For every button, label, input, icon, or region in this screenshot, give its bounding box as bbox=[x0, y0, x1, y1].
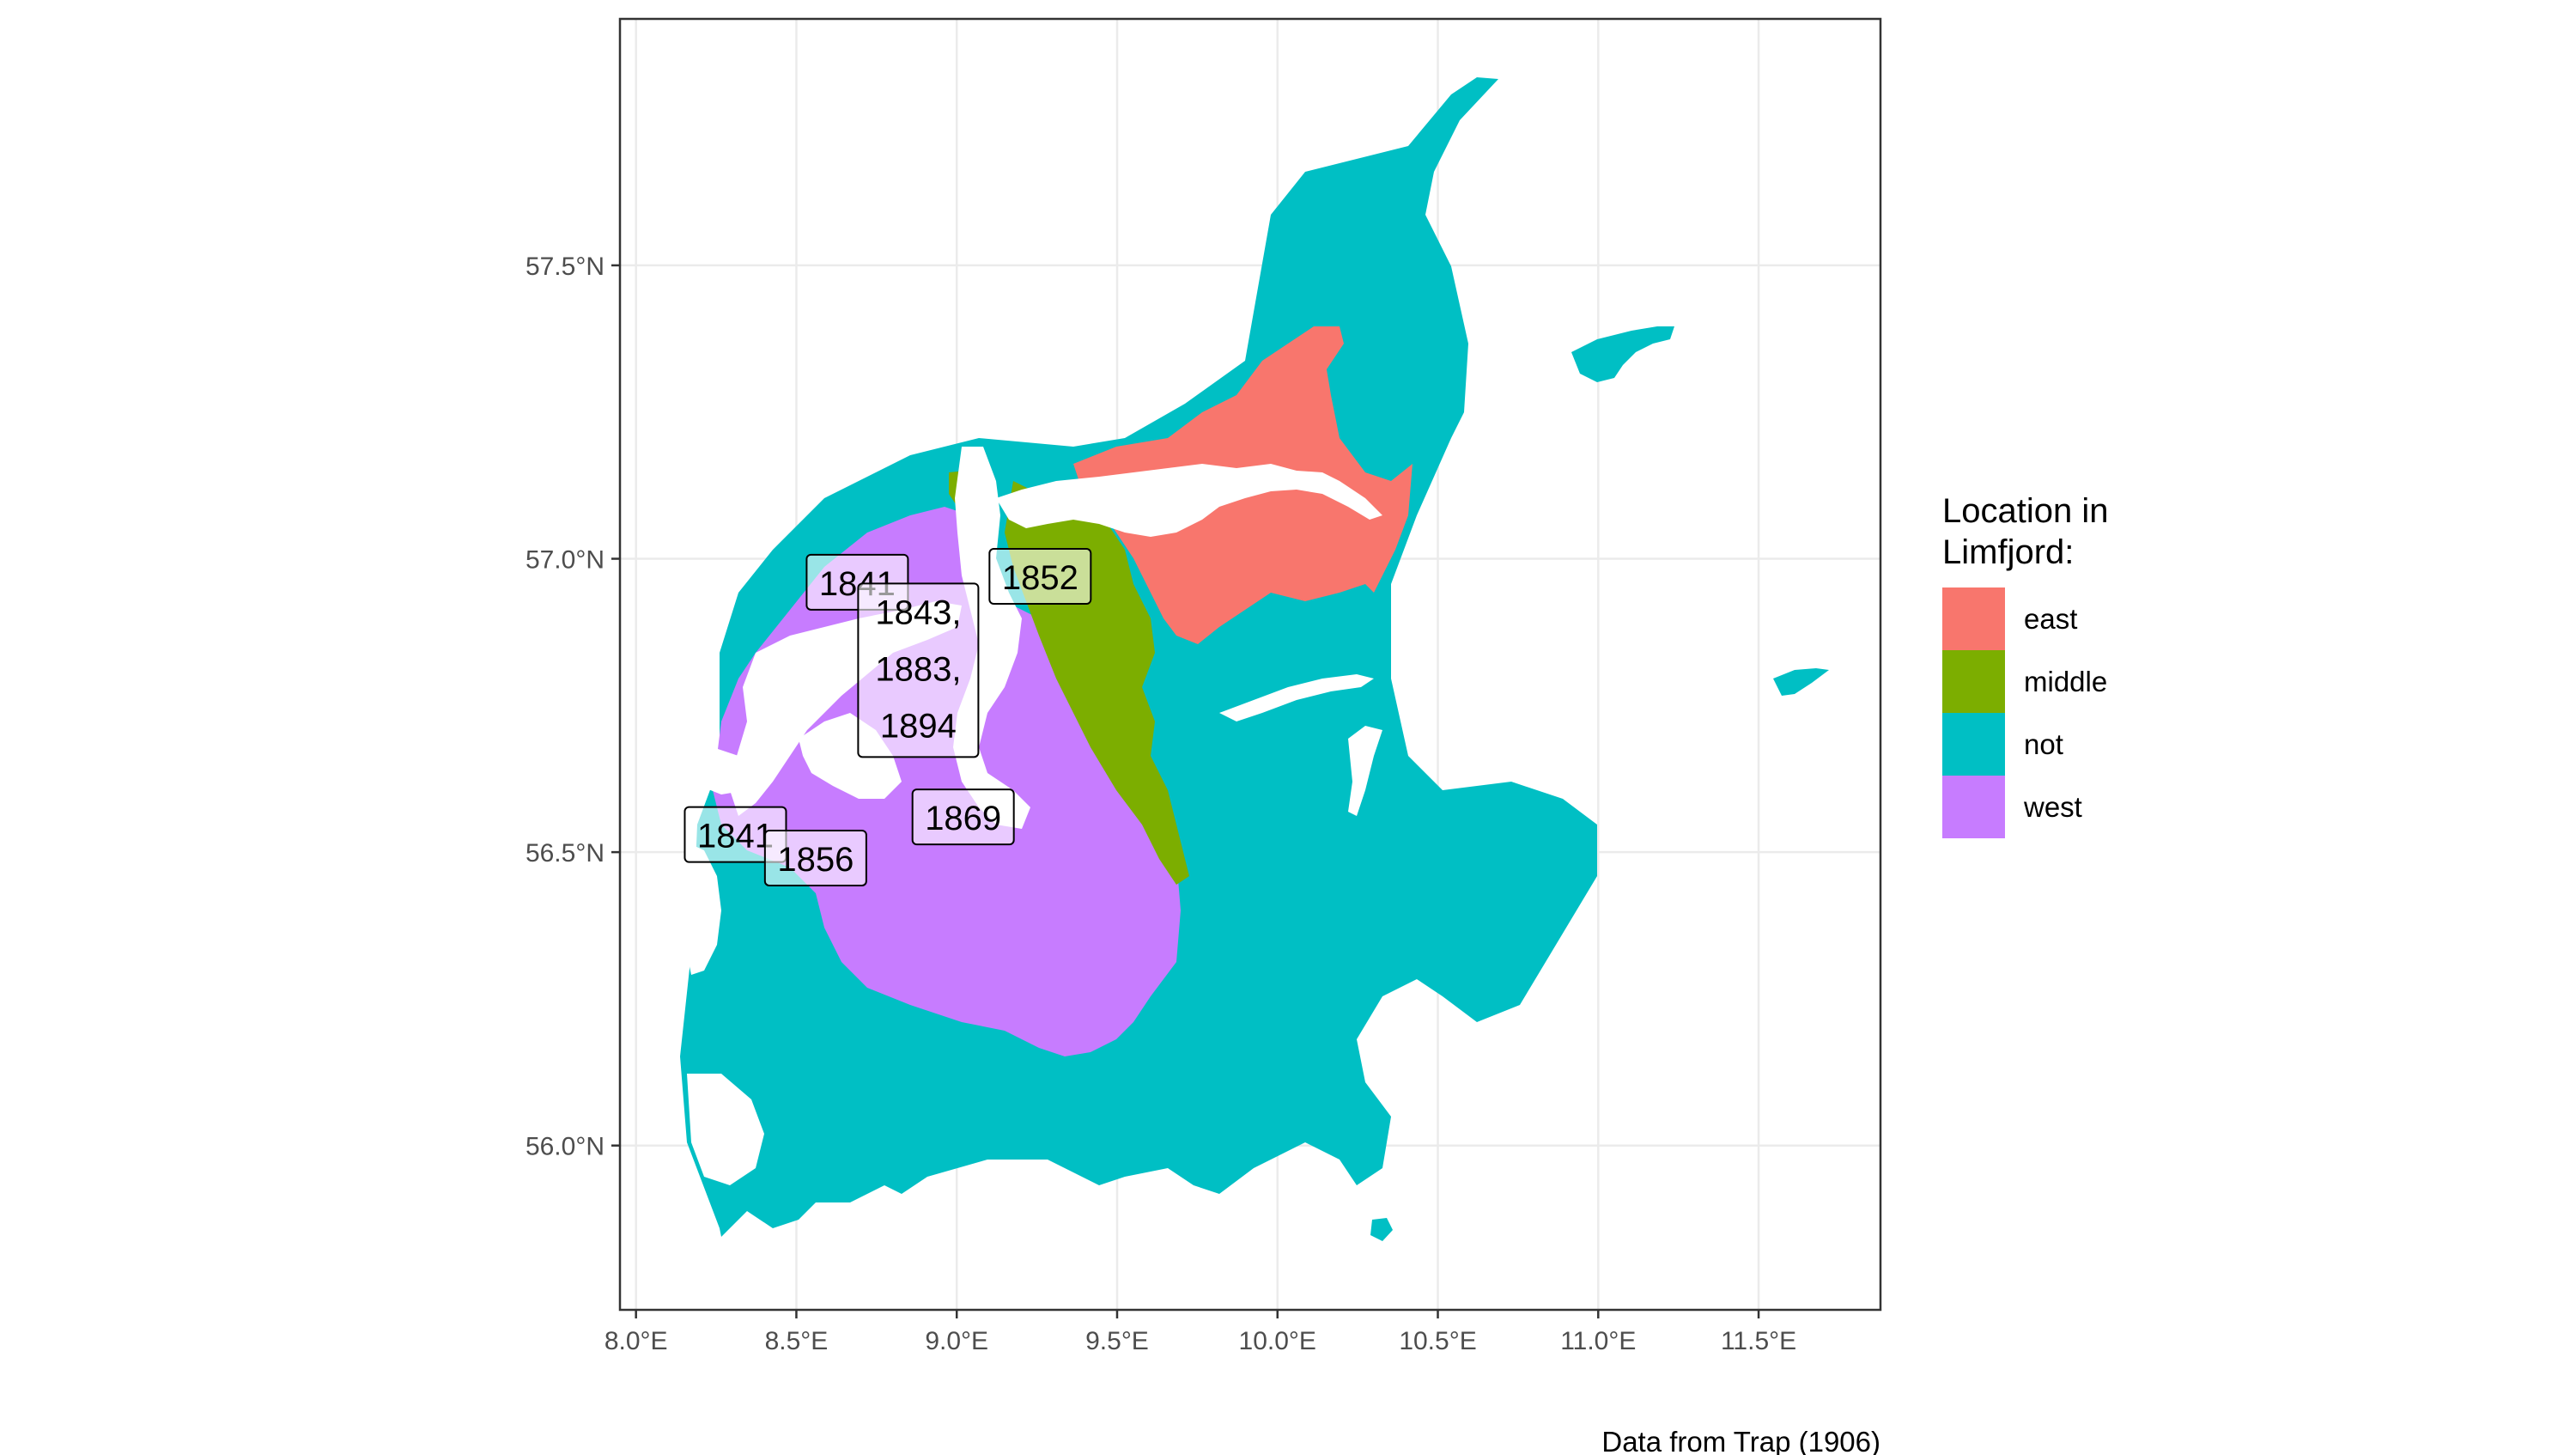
legend-title-line1: Location in bbox=[1942, 492, 2108, 530]
randers-fjord bbox=[1348, 726, 1382, 816]
legend-label-middle: middle bbox=[2024, 666, 2107, 697]
x-tick-label: 10.0°E bbox=[1239, 1327, 1316, 1355]
year-label-text: 1894 bbox=[880, 707, 957, 745]
x-tick-label: 10.5°E bbox=[1399, 1327, 1476, 1355]
legend-key-west bbox=[1942, 776, 2005, 838]
x-tick-label: 11.5°E bbox=[1721, 1327, 1796, 1355]
region-not-islet bbox=[1370, 1218, 1393, 1241]
coastal-inlet-sw bbox=[687, 1074, 764, 1185]
regions-layer bbox=[680, 77, 1829, 1241]
y-tick-label: 57.0°N bbox=[526, 546, 605, 575]
year-label-box bbox=[763, 829, 867, 886]
year-label-box bbox=[988, 548, 1092, 606]
limfjord-channel-west bbox=[730, 601, 962, 816]
ringkobing-fjord bbox=[685, 842, 721, 975]
year-label: 1852 bbox=[988, 548, 1092, 606]
region-not-laeso bbox=[1571, 326, 1674, 382]
axis-ticks bbox=[611, 264, 1760, 1318]
year-label: 1856 bbox=[763, 829, 867, 886]
axis-tick-labels: 8.0°E 8.5°E 9.0°E 9.5°E 10.0°E 10.5°E 11.0°E 11… bbox=[526, 253, 1796, 1355]
legend-key-east bbox=[1942, 587, 2005, 650]
x-tick-label: 8.5°E bbox=[765, 1327, 829, 1355]
legend-key-middle bbox=[1942, 650, 2005, 713]
year-label-text: 1869 bbox=[925, 800, 1001, 837]
legend: Location in Limfjord: east middle not west bbox=[1942, 492, 2108, 838]
mariager-fjord bbox=[1219, 674, 1374, 721]
panel-border bbox=[618, 17, 1882, 1312]
year-label: 1869 bbox=[911, 788, 1015, 846]
x-tick-label: 8.0°E bbox=[605, 1327, 668, 1355]
year-label: 1843, 1883, 1894 bbox=[857, 582, 980, 758]
legend-key-not bbox=[1942, 713, 2005, 776]
legend-label-west: west bbox=[2023, 791, 2082, 823]
year-label-text: 1856 bbox=[777, 841, 854, 879]
limfjord-inlet-west bbox=[687, 747, 756, 794]
legend-label-not: not bbox=[2024, 728, 2063, 760]
region-not-anholt bbox=[1773, 668, 1829, 696]
year-label-text: 1883, bbox=[875, 650, 961, 688]
year-label: 1841 bbox=[683, 806, 787, 863]
limfjord-channel-east bbox=[996, 464, 1382, 537]
y-tick-label: 56.0°N bbox=[526, 1133, 605, 1161]
x-tick-label: 11.0°E bbox=[1560, 1327, 1636, 1355]
legend-title-line2: Limfjord: bbox=[1942, 533, 2074, 571]
year-label-text: 1843, bbox=[875, 594, 961, 631]
legend-label-east: east bbox=[2024, 603, 2077, 635]
year-label-box bbox=[857, 582, 980, 758]
year-label-text: 1852 bbox=[1002, 559, 1078, 597]
legend-items: east middle not west bbox=[1942, 587, 2107, 838]
y-tick-label: 56.5°N bbox=[526, 839, 605, 868]
x-tick-label: 9.5°E bbox=[1085, 1327, 1149, 1355]
y-tick-label: 57.5°N bbox=[526, 253, 605, 281]
year-label-text: 1841 bbox=[697, 818, 774, 855]
year-label-box bbox=[911, 788, 1015, 846]
caption: Data from Trap (1906) bbox=[1601, 1426, 1880, 1455]
x-tick-label: 9.0°E bbox=[925, 1327, 988, 1355]
